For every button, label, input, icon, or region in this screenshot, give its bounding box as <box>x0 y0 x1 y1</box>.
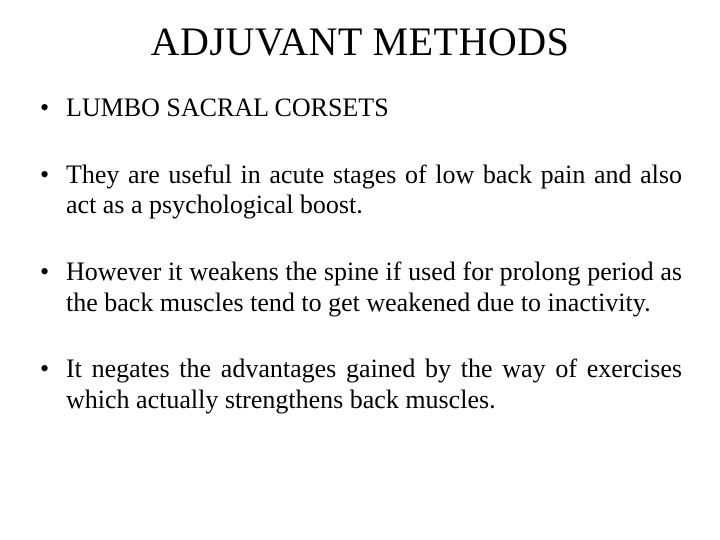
bullet-item: It negates the advantages gained by the … <box>38 354 682 415</box>
bullet-list: LUMBO SACRAL CORSETS They are useful in … <box>38 93 682 416</box>
bullet-item: LUMBO SACRAL CORSETS <box>38 93 682 124</box>
bullet-item: However it weakens the spine if used for… <box>38 257 682 318</box>
bullet-item: They are useful in acute stages of low b… <box>38 160 682 221</box>
slide-title: ADJUVANT METHODS <box>38 18 682 65</box>
